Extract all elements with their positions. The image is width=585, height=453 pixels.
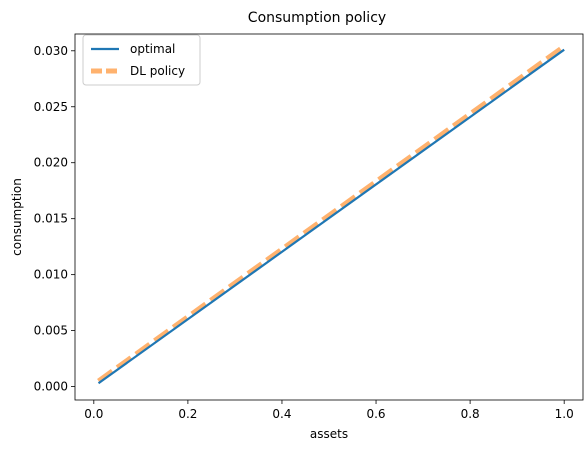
y-tick-label: 0.015 <box>34 212 68 226</box>
legend-label-dl-policy: DL policy <box>130 64 185 78</box>
y-axis-label: consumption <box>10 178 24 256</box>
x-axis-label: assets <box>310 427 348 441</box>
plot-area <box>74 33 584 401</box>
chart-title: Consumption policy <box>248 10 386 26</box>
legend: optimal DL policy <box>82 34 201 86</box>
x-axis-ticks: 0.0 0.2 0.4 0.6 0.8 1.0 <box>84 400 574 421</box>
series-layer <box>97 44 566 385</box>
x-tick-label: 0.4 <box>272 407 291 421</box>
x-tick-label: 1.0 <box>555 407 574 421</box>
legend-label-optimal: optimal <box>130 42 175 56</box>
plot-frame <box>74 33 584 401</box>
x-tick-label: 0.2 <box>178 407 197 421</box>
series-line-optimal <box>97 48 565 385</box>
y-tick-label: 0.010 <box>34 268 68 282</box>
y-tick-label: 0.025 <box>34 100 68 114</box>
y-tick-label: 0.030 <box>34 44 68 58</box>
y-tick-label: 0.005 <box>34 324 68 338</box>
series-line-dl-policy <box>97 44 566 384</box>
x-tick-label: 0.0 <box>84 407 103 421</box>
y-tick-label: 0.020 <box>34 156 68 170</box>
x-tick-label: 0.6 <box>366 407 385 421</box>
y-tick-label: 0.000 <box>34 380 68 394</box>
y-axis-ticks: 0.000 0.005 0.010 0.015 0.020 0.025 0.030 <box>34 44 75 394</box>
x-tick-label: 0.8 <box>461 407 480 421</box>
